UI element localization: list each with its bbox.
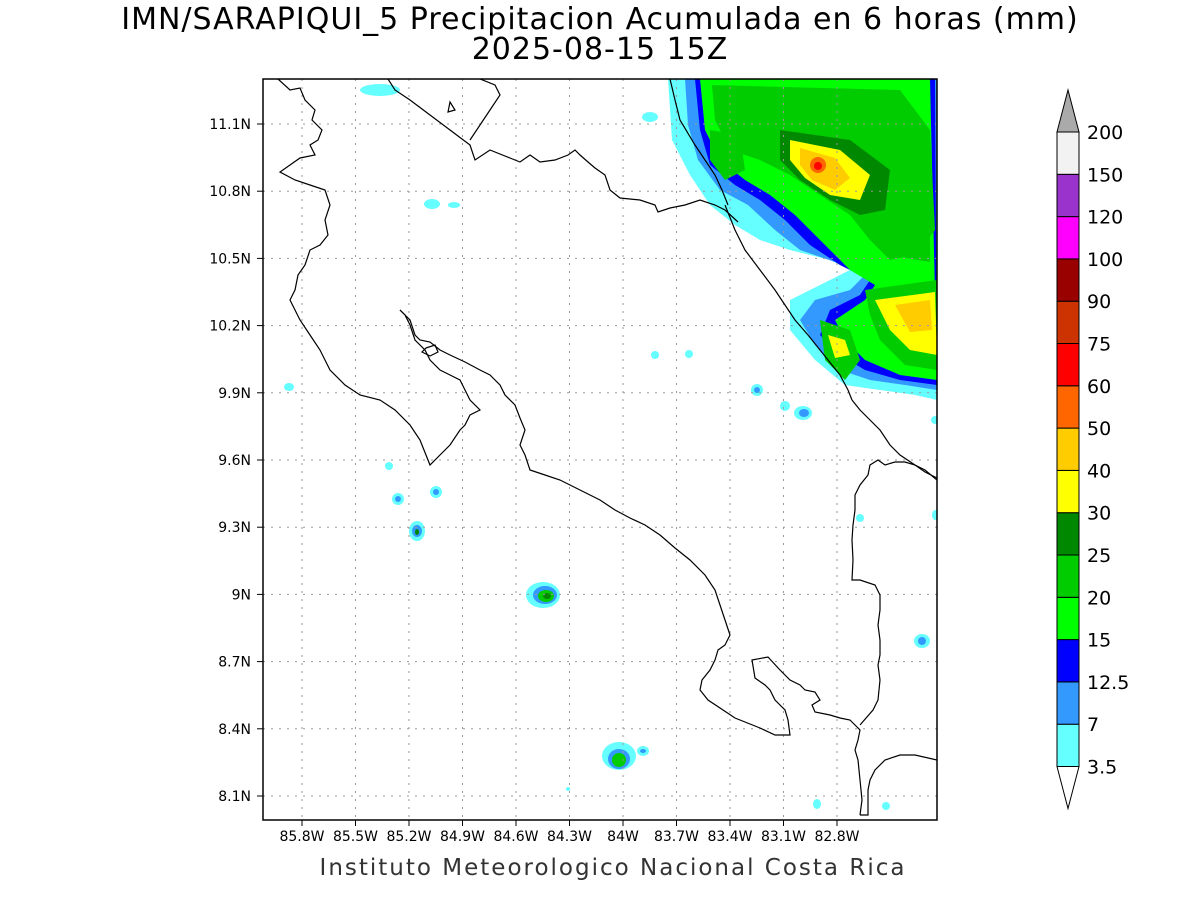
colorbar-segment bbox=[1056, 131, 1080, 175]
colorbar-level-label: 12.5 bbox=[1087, 672, 1129, 694]
precip-cells bbox=[284, 84, 937, 810]
colorbar-segment bbox=[1056, 469, 1080, 514]
colorbar-level-label: 150 bbox=[1087, 164, 1123, 186]
axis-ticks bbox=[257, 123, 838, 826]
lat-tick-label: 11.1N bbox=[209, 117, 251, 133]
colorbar-segment bbox=[1056, 554, 1080, 598]
footer-credit: Instituto Meteorologico Nacional Costa R… bbox=[319, 855, 907, 881]
lat-tick-label: 9N bbox=[232, 587, 251, 603]
lon-tick-label: 85.5W bbox=[333, 829, 378, 845]
colorbar-level-label: 100 bbox=[1087, 249, 1123, 271]
lon-tick-label: 83.7W bbox=[654, 829, 699, 845]
colorbar-level-label: 50 bbox=[1087, 418, 1111, 440]
lon-tick-label: 83.1W bbox=[761, 829, 806, 845]
latitude-axis: 11.1N 10.8N 10.5N 10.2N 9.9N 9.6N 9.3N 9N 8.7N 8.… bbox=[209, 117, 251, 805]
lon-tick-label: 84.6W bbox=[493, 829, 538, 845]
lon-tick-label: 84.9W bbox=[440, 829, 485, 845]
colorbar-segment bbox=[1056, 639, 1080, 683]
colorbar-segment bbox=[1056, 258, 1080, 302]
lat-tick-label: 9.3N bbox=[218, 520, 251, 536]
map-grid bbox=[263, 79, 937, 820]
colorbar-level-label: 200 bbox=[1087, 122, 1123, 144]
colorbar-segment bbox=[1056, 173, 1080, 218]
lon-tick-label: 84W bbox=[607, 829, 639, 845]
lat-tick-label: 10.8N bbox=[209, 184, 251, 200]
colorbar-segment bbox=[1056, 596, 1080, 641]
colorbar-level-label: 120 bbox=[1087, 207, 1123, 229]
longitude-axis: 85.8W 85.5W 85.2W 84.9W 84.6W 84.3W 84W 83.7W 83… bbox=[279, 829, 859, 845]
lat-tick-label: 8.4N bbox=[218, 722, 251, 738]
colorbar-level-label: 60 bbox=[1087, 376, 1111, 398]
colorbar-segment bbox=[1056, 300, 1080, 345]
colorbar-segment bbox=[1056, 427, 1080, 471]
colorbar-level-label: 75 bbox=[1087, 334, 1111, 356]
colorbar-min-triangle bbox=[1056, 766, 1080, 811]
map-title: IMN/SARAPIQUI_5 Precipitacion Acumulada … bbox=[121, 2, 1079, 37]
lat-tick-label: 9.6N bbox=[218, 453, 251, 469]
lon-tick-label: 82.8W bbox=[814, 829, 859, 845]
colorbar-level-label: 30 bbox=[1087, 503, 1111, 525]
colorbar-max-triangle bbox=[1056, 88, 1080, 133]
lon-tick-label: 84.3W bbox=[547, 829, 592, 845]
lon-tick-label: 85.2W bbox=[386, 829, 431, 845]
colorbar-legend: 3.5 7 12.5 15 20 25 30 40 50 60 75 90 100 120 150 200 bbox=[1056, 88, 1129, 811]
coastline bbox=[277, 79, 937, 816]
colorbar-level-label: 7 bbox=[1087, 714, 1099, 736]
colorbar-level-label: 15 bbox=[1087, 630, 1111, 652]
colorbar-segment bbox=[1056, 512, 1080, 556]
colorbar-level-label: 25 bbox=[1087, 545, 1111, 567]
lat-tick-label: 10.5N bbox=[209, 251, 251, 267]
colorbar-level-label: 3.5 bbox=[1087, 757, 1117, 779]
precip-band-northeast bbox=[668, 79, 937, 400]
map-panel bbox=[263, 79, 937, 820]
colorbar-segment bbox=[1056, 681, 1080, 725]
lat-tick-label: 8.7N bbox=[218, 655, 251, 671]
lat-tick-label: 10.2N bbox=[209, 319, 251, 335]
colorbar-segment bbox=[1056, 723, 1080, 768]
colorbar-level-label: 90 bbox=[1087, 291, 1111, 313]
lon-tick-label: 85.8W bbox=[279, 829, 324, 845]
map-frame bbox=[262, 78, 938, 821]
colorbar-segment bbox=[1056, 385, 1080, 429]
colorbar-level-label: 20 bbox=[1087, 587, 1111, 609]
colorbar-segment bbox=[1056, 343, 1080, 387]
lat-tick-label: 8.1N bbox=[218, 789, 251, 805]
lon-tick-label: 83.4W bbox=[707, 829, 752, 845]
lat-tick-label: 9.9N bbox=[218, 386, 251, 402]
colorbar-segment bbox=[1056, 216, 1080, 260]
colorbar-level-label: 40 bbox=[1087, 460, 1111, 482]
map-date: 2025-08-15 15Z bbox=[471, 32, 729, 67]
